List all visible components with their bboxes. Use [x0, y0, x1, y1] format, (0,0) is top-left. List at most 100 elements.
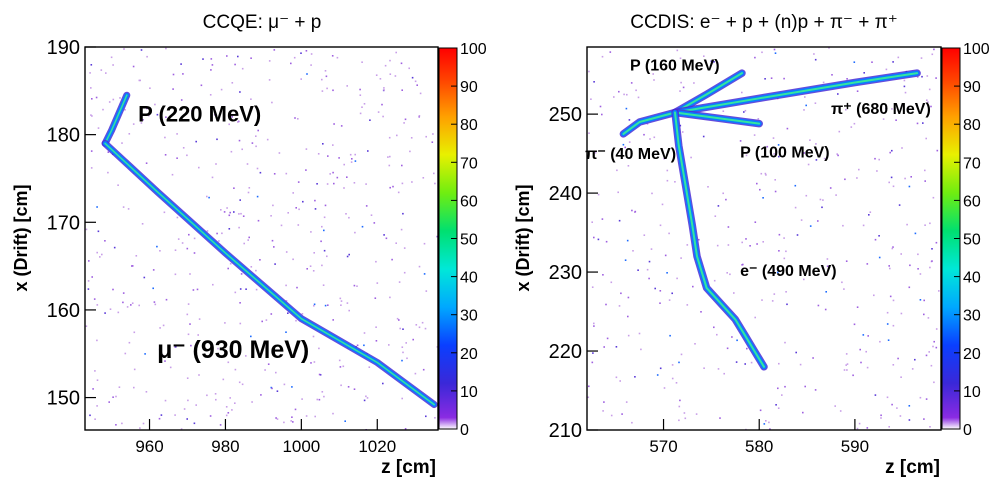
noise-hit	[800, 219, 803, 221]
noise-hit	[268, 79, 271, 81]
noise-hit	[145, 391, 148, 393]
noise-hit	[209, 94, 212, 96]
noise-hit	[774, 190, 777, 193]
noise-hit	[283, 383, 286, 386]
noise-hit	[761, 299, 763, 301]
noise-hit	[287, 212, 289, 214]
ccqe-annotations: P (220 MeV) μ⁻ (930 MeV)	[138, 101, 309, 364]
noise-hit	[271, 239, 274, 242]
noise-hit	[180, 428, 183, 430]
noise-hit	[873, 294, 875, 297]
noise-hit	[686, 304, 689, 306]
noise-hit	[591, 361, 594, 364]
noise-hit	[794, 184, 797, 187]
noise-hit	[214, 393, 217, 395]
noise-hit	[148, 114, 150, 117]
noise-hit	[778, 362, 780, 365]
noise-hit	[93, 298, 96, 300]
noise-hit	[127, 208, 130, 210]
noise-hit	[189, 273, 191, 275]
noise-hit	[356, 285, 358, 287]
noise-hit	[90, 150, 93, 152]
noise-hit	[609, 51, 612, 53]
noise-hit	[257, 219, 260, 222]
noise-hit	[389, 155, 391, 158]
noise-hit	[285, 251, 288, 253]
noise-hit	[889, 295, 892, 298]
noise-hit	[741, 91, 743, 94]
noise-hit	[208, 196, 210, 199]
noise-hit	[332, 89, 334, 92]
noise-hit	[406, 357, 408, 360]
noise-hit	[367, 150, 369, 152]
noise-hit	[766, 145, 769, 148]
noise-hit	[643, 234, 646, 236]
noise-hit	[96, 379, 99, 381]
noise-hit	[301, 313, 304, 315]
noise-hit	[105, 72, 107, 74]
noise-hit	[240, 273, 243, 275]
noise-hit	[768, 421, 770, 424]
noise-hit	[412, 338, 414, 341]
noise-hit	[271, 101, 273, 104]
noise-hit	[290, 62, 292, 65]
noise-hit	[601, 218, 604, 220]
noise-hit	[878, 158, 880, 161]
noise-hit	[285, 331, 287, 333]
noise-hit	[229, 119, 232, 121]
noise-hit	[762, 197, 764, 199]
track-core	[104, 94, 128, 145]
noise-hit	[273, 173, 276, 175]
noise-hit	[275, 371, 277, 374]
noise-hit	[771, 300, 774, 302]
colorbar-tick-label: 100	[963, 41, 990, 58]
noise-hit	[819, 198, 822, 201]
noise-hit	[891, 403, 893, 406]
noise-hit	[813, 53, 815, 55]
noise-hit	[785, 291, 787, 293]
noise-hit	[773, 153, 775, 155]
noise-hit	[680, 257, 682, 259]
noise-hit	[888, 181, 890, 184]
noise-hit	[725, 198, 727, 201]
noise-hit	[336, 176, 339, 179]
noise-hit	[165, 116, 167, 118]
noise-hit	[809, 139, 811, 141]
noise-hit	[904, 177, 906, 180]
noise-hit	[389, 73, 392, 75]
noise-hit	[739, 140, 742, 142]
noise-hit	[807, 163, 810, 166]
colorbar-tick-label: 70	[963, 155, 981, 172]
ccqe-noise-hits	[85, 47, 438, 430]
noise-hit	[387, 156, 389, 158]
noise-hit	[117, 184, 119, 186]
noise-hit	[345, 213, 347, 215]
noise-hit	[228, 228, 231, 230]
noise-hit	[370, 214, 373, 216]
noise-hit	[777, 387, 779, 390]
noise-hit	[310, 53, 313, 55]
y-tick-label: 250	[549, 104, 582, 126]
noise-hit	[783, 257, 786, 260]
ccqe-title: CCQE: μ⁻ + p	[203, 12, 322, 33]
noise-hit	[300, 78, 302, 80]
noise-hit	[234, 402, 236, 404]
noise-hit	[182, 73, 184, 75]
noise-hit	[694, 343, 696, 345]
noise-hit	[434, 417, 436, 419]
noise-hit	[159, 327, 161, 329]
noise-hit	[408, 67, 410, 70]
noise-hit	[350, 161, 353, 163]
noise-hit	[843, 369, 846, 371]
y-tick-label: 230	[549, 262, 582, 284]
noise-hit	[323, 395, 325, 398]
noise-hit	[868, 214, 870, 216]
noise-hit	[171, 173, 174, 176]
noise-hit	[692, 285, 694, 288]
noise-hit	[659, 302, 661, 304]
noise-hit	[904, 91, 907, 94]
noise-hit	[363, 344, 365, 347]
noise-hit	[632, 250, 634, 252]
noise-hit	[754, 316, 756, 319]
noise-hit	[88, 260, 90, 262]
